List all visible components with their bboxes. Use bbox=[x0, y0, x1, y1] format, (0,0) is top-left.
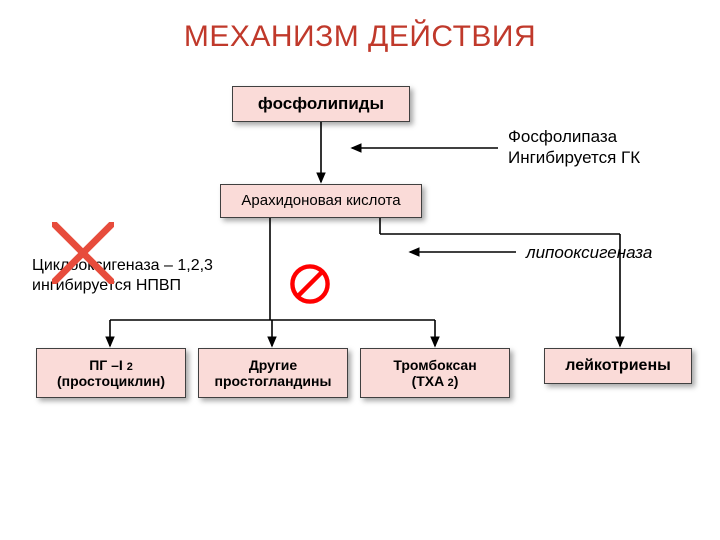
node-arachidonic-label: Арахидоновая кислота bbox=[241, 192, 400, 209]
node-thromboxane: Тромбоксан(TXA 2) bbox=[360, 348, 510, 398]
node-txa2-label: Тромбоксан(TXA 2) bbox=[393, 357, 476, 390]
node-pgi2-label: ПГ –I 2(простоциклин) bbox=[57, 357, 165, 390]
node-arachidonic-acid: Арахидоновая кислота bbox=[220, 184, 422, 218]
node-phospholipids-label: фосфолипиды bbox=[258, 94, 384, 114]
node-leukotrienes: лейкотриены bbox=[544, 348, 692, 384]
node-phospholipids: фосфолипиды bbox=[232, 86, 410, 122]
diagram-stage: { "type": "flowchart", "background_color… bbox=[0, 0, 720, 540]
label-phospholipase: Фосфолипаза Ингибируется ГК bbox=[508, 126, 640, 169]
node-leuko-label: лейкотриены bbox=[565, 357, 671, 375]
node-pgi2: ПГ –I 2(простоциклин) bbox=[36, 348, 186, 398]
diagram-title: МЕХАНИЗМ ДЕЙСТВИЯ bbox=[0, 20, 720, 54]
node-otherpg-label: Другие простогландины bbox=[215, 357, 332, 389]
node-other-prostaglandins: Другие простогландины bbox=[198, 348, 348, 398]
label-cyclooxygenase: Циклооксигеназа – 1,2,3 ингибируется НПВ… bbox=[32, 256, 213, 296]
label-lipoxygenase: липооксигеназа bbox=[526, 242, 652, 263]
prohibition-icon bbox=[288, 262, 332, 306]
